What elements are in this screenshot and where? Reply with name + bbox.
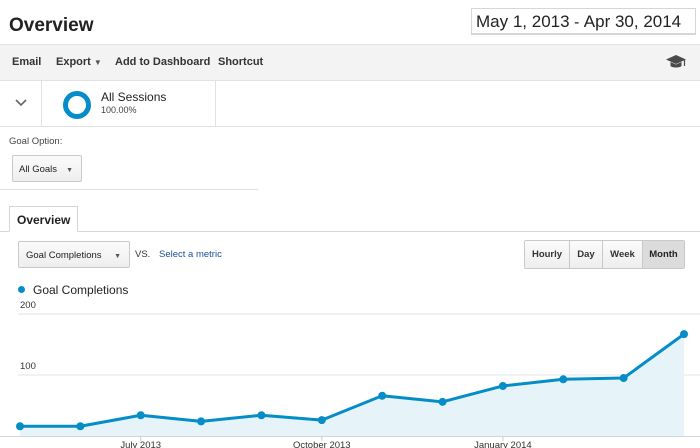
chevron-down-icon: ▼ bbox=[93, 58, 102, 67]
data-point bbox=[317, 416, 326, 425]
period-month-button[interactable]: Month bbox=[643, 241, 684, 268]
chevron-down-icon: ▼ bbox=[66, 167, 73, 174]
metric-select-value: Goal Completions bbox=[26, 250, 102, 261]
period-month-label: Month bbox=[649, 249, 678, 260]
legend-label: Goal Completions bbox=[33, 283, 129, 297]
segment-percent: 100.00% bbox=[101, 105, 137, 115]
segment-toggle-button[interactable] bbox=[0, 81, 42, 127]
date-end: Apr 30, 2014 bbox=[583, 12, 682, 31]
data-point bbox=[136, 411, 145, 420]
period-toggle-group: Hourly Day Week Month bbox=[524, 240, 685, 269]
period-hourly-button[interactable]: Hourly bbox=[525, 241, 570, 268]
data-point bbox=[197, 417, 206, 426]
goal-option-select[interactable]: All Goals ▼ bbox=[12, 155, 82, 182]
x-tick-label: October 2013 bbox=[293, 440, 351, 448]
series-area bbox=[20, 334, 684, 436]
date-start: May 1, 2013 bbox=[476, 12, 570, 31]
series-line bbox=[20, 332, 685, 428]
goal-option-label: Goal Option: bbox=[9, 136, 63, 147]
data-point bbox=[438, 397, 447, 406]
email-label: Email bbox=[12, 56, 42, 68]
data-point bbox=[257, 411, 266, 420]
segment-name: All Sessions bbox=[101, 90, 167, 104]
tab-overview-label: Overview bbox=[17, 213, 71, 227]
period-week-label: Week bbox=[610, 249, 635, 260]
add-to-dashboard-button[interactable]: Add to Dashboard bbox=[115, 56, 210, 68]
data-point bbox=[76, 422, 85, 431]
chevron-down-icon bbox=[15, 99, 27, 107]
goal-completions-chart: 100 200 July 2013 October 2013 January 2014 bbox=[0, 300, 700, 448]
tab-overview[interactable]: Overview bbox=[9, 206, 78, 232]
export-label: Export bbox=[56, 56, 91, 68]
goal-option-value: All Goals bbox=[19, 164, 58, 175]
segment-card-all-sessions[interactable]: All Sessions 100.00% bbox=[42, 81, 216, 127]
legend-marker bbox=[18, 286, 25, 293]
y-tick-label: 100 bbox=[20, 361, 36, 372]
export-button[interactable]: Export ▼ bbox=[56, 56, 102, 68]
vs-label: VS. bbox=[135, 249, 151, 260]
select-metric-link[interactable]: Select a metric bbox=[159, 249, 222, 260]
period-day-button[interactable]: Day bbox=[570, 241, 603, 268]
data-point bbox=[559, 375, 568, 384]
chevron-down-icon: ▼ bbox=[114, 253, 121, 260]
date-separator: - bbox=[569, 14, 584, 31]
x-tick-label: January 2014 bbox=[474, 440, 532, 448]
data-point bbox=[16, 422, 24, 431]
data-point bbox=[378, 391, 387, 400]
period-hourly-label: Hourly bbox=[531, 249, 563, 260]
data-point bbox=[680, 330, 688, 339]
metric-select[interactable]: Goal Completions ▼ bbox=[18, 241, 130, 268]
shortcut-label: Shortcut bbox=[218, 56, 264, 68]
shortcut-button[interactable]: Shortcut bbox=[218, 56, 263, 68]
data-point bbox=[619, 374, 628, 383]
x-tick-label: July 2013 bbox=[120, 440, 161, 448]
period-day-label: Day bbox=[577, 249, 595, 260]
divider bbox=[0, 189, 258, 190]
add-to-dashboard-label: Add to Dashboard bbox=[115, 56, 211, 68]
date-range-picker[interactable]: May 1, 2013 - Apr 30, 2014 bbox=[471, 8, 696, 35]
tab-bar-divider bbox=[0, 231, 700, 232]
segment-donut-icon bbox=[63, 91, 91, 119]
report-toolbar: Email Export ▼ Add to Dashboard Shortcut bbox=[0, 44, 700, 81]
graduation-cap-icon[interactable] bbox=[666, 54, 686, 70]
period-week-button[interactable]: Week bbox=[603, 241, 643, 268]
data-point bbox=[498, 381, 507, 390]
segment-bar: All Sessions 100.00% bbox=[0, 81, 700, 127]
y-tick-label: 200 bbox=[20, 300, 36, 311]
page-title: Overview bbox=[9, 15, 94, 36]
email-button[interactable]: Email bbox=[12, 56, 41, 68]
